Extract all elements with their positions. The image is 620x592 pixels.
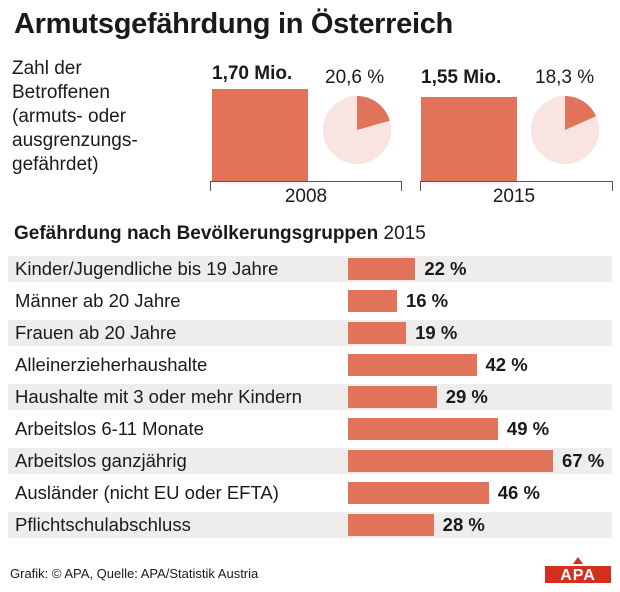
year-axis-tick bbox=[210, 181, 211, 191]
year-axis-tick bbox=[420, 181, 421, 191]
svg-text:APA: APA bbox=[560, 567, 596, 583]
description-line: (armuts- oder bbox=[12, 105, 126, 129]
category-label: Arbeitslos ganzjährig bbox=[15, 448, 187, 474]
category-row: Frauen ab 20 Jahre 19 % bbox=[8, 320, 612, 346]
category-row: Ausländer (nicht EU oder EFTA) 46 % bbox=[8, 480, 612, 506]
value-bar bbox=[348, 290, 397, 312]
share-pie bbox=[530, 95, 600, 165]
description-line: Betroffenen bbox=[12, 81, 110, 105]
value-label: 67 % bbox=[562, 448, 604, 474]
category-label: Kinder/Jugendliche bis 19 Jahre bbox=[15, 256, 278, 282]
amount-label: 1,55 Mio. bbox=[421, 67, 501, 89]
category-row: Pflichtschulabschluss 28 % bbox=[8, 512, 612, 538]
year-axis-tick bbox=[612, 181, 613, 191]
value-label: 49 % bbox=[507, 416, 549, 442]
value-bar bbox=[348, 514, 434, 536]
value-label: 46 % bbox=[498, 480, 540, 506]
category-row: Alleinerzieherhaushalte 42 % bbox=[8, 352, 612, 378]
category-label: Männer ab 20 Jahre bbox=[15, 288, 181, 314]
value-bar bbox=[348, 450, 553, 472]
section-title: Gefährdung nach Bevölkerungsgruppen 2015 bbox=[14, 223, 426, 245]
share-label: 20,6 % bbox=[325, 67, 384, 89]
year-axis-line bbox=[420, 181, 613, 182]
value-bar bbox=[348, 354, 477, 376]
year-label: 2015 bbox=[474, 186, 554, 208]
category-row: Kinder/Jugendliche bis 19 Jahre 22 % bbox=[8, 256, 612, 282]
value-label: 29 % bbox=[446, 384, 488, 410]
description-line: ausgrenzungs- bbox=[12, 129, 138, 153]
apa-logo: APA bbox=[545, 557, 611, 583]
category-row: Männer ab 20 Jahre 16 % bbox=[8, 288, 612, 314]
value-bar bbox=[348, 386, 437, 408]
chart-title: Armutsgefährdung in Österreich bbox=[14, 8, 453, 41]
value-label: 22 % bbox=[424, 256, 466, 282]
value-bar bbox=[348, 482, 489, 504]
year-axis-tick bbox=[401, 181, 402, 191]
section-title-year: 2015 bbox=[384, 223, 426, 244]
category-label: Ausländer (nicht EU oder EFTA) bbox=[15, 480, 279, 506]
category-row: Arbeitslos 6-11 Monate 49 % bbox=[8, 416, 612, 442]
section-title-bold: Gefährdung nach Bevölkerungsgruppen bbox=[14, 223, 378, 244]
category-label: Haushalte mit 3 oder mehr Kindern bbox=[15, 384, 302, 410]
description-line: Zahl der bbox=[12, 57, 82, 81]
category-label: Alleinerzieherhaushalte bbox=[15, 352, 207, 378]
amount-label: 1,70 Mio. bbox=[212, 63, 292, 85]
value-label: 28 % bbox=[443, 512, 485, 538]
share-pie bbox=[322, 95, 392, 165]
year-label: 2008 bbox=[266, 186, 346, 208]
source-note: Grafik: © APA, Quelle: APA/Statistik Aus… bbox=[10, 566, 258, 581]
value-bar bbox=[348, 322, 406, 344]
value-bar bbox=[348, 418, 498, 440]
value-label: 42 % bbox=[486, 352, 528, 378]
category-row: Arbeitslos ganzjährig 67 % bbox=[8, 448, 612, 474]
category-label: Frauen ab 20 Jahre bbox=[15, 320, 176, 346]
year-axis-line bbox=[210, 181, 402, 182]
amount-bar bbox=[212, 89, 308, 181]
value-label: 16 % bbox=[406, 288, 448, 314]
category-label: Pflichtschulabschluss bbox=[15, 512, 191, 538]
share-label: 18,3 % bbox=[535, 67, 594, 89]
category-label: Arbeitslos 6-11 Monate bbox=[15, 416, 204, 442]
amount-bar bbox=[421, 97, 517, 181]
category-row: Haushalte mit 3 oder mehr Kindern 29 % bbox=[8, 384, 612, 410]
value-bar bbox=[348, 258, 415, 280]
value-label: 19 % bbox=[415, 320, 457, 346]
description-line: gefährdet) bbox=[12, 153, 99, 177]
